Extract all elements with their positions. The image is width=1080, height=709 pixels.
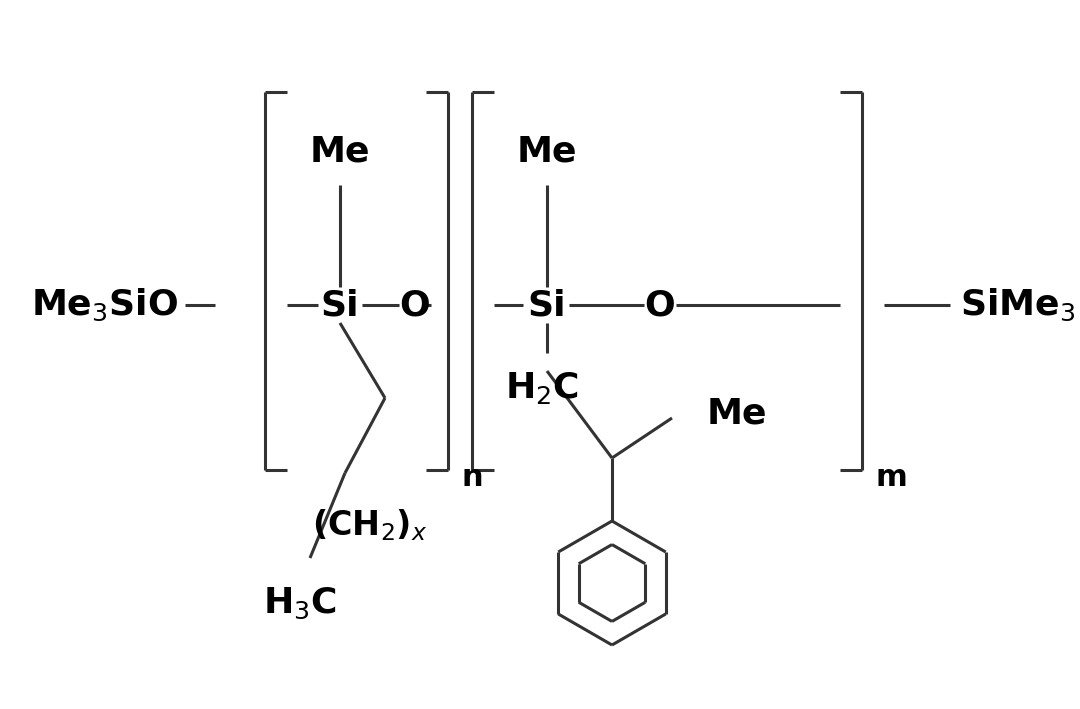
Text: (CH$_2$)$_x$: (CH$_2$)$_x$: [312, 507, 428, 543]
Text: O: O: [645, 288, 675, 322]
Text: Me: Me: [310, 135, 370, 169]
Text: Si: Si: [528, 288, 566, 322]
Text: O: O: [400, 288, 430, 322]
Text: n: n: [462, 464, 484, 493]
Text: Me$_3$SiO: Me$_3$SiO: [31, 287, 178, 323]
Text: SiMe$_3$: SiMe$_3$: [960, 287, 1076, 323]
Text: m: m: [876, 464, 908, 493]
Text: H$_2$C: H$_2$C: [505, 370, 579, 406]
Text: H$_3$C: H$_3$C: [264, 586, 337, 620]
Text: Me: Me: [707, 396, 768, 430]
Text: Si: Si: [321, 288, 360, 322]
Text: Me: Me: [516, 135, 577, 169]
